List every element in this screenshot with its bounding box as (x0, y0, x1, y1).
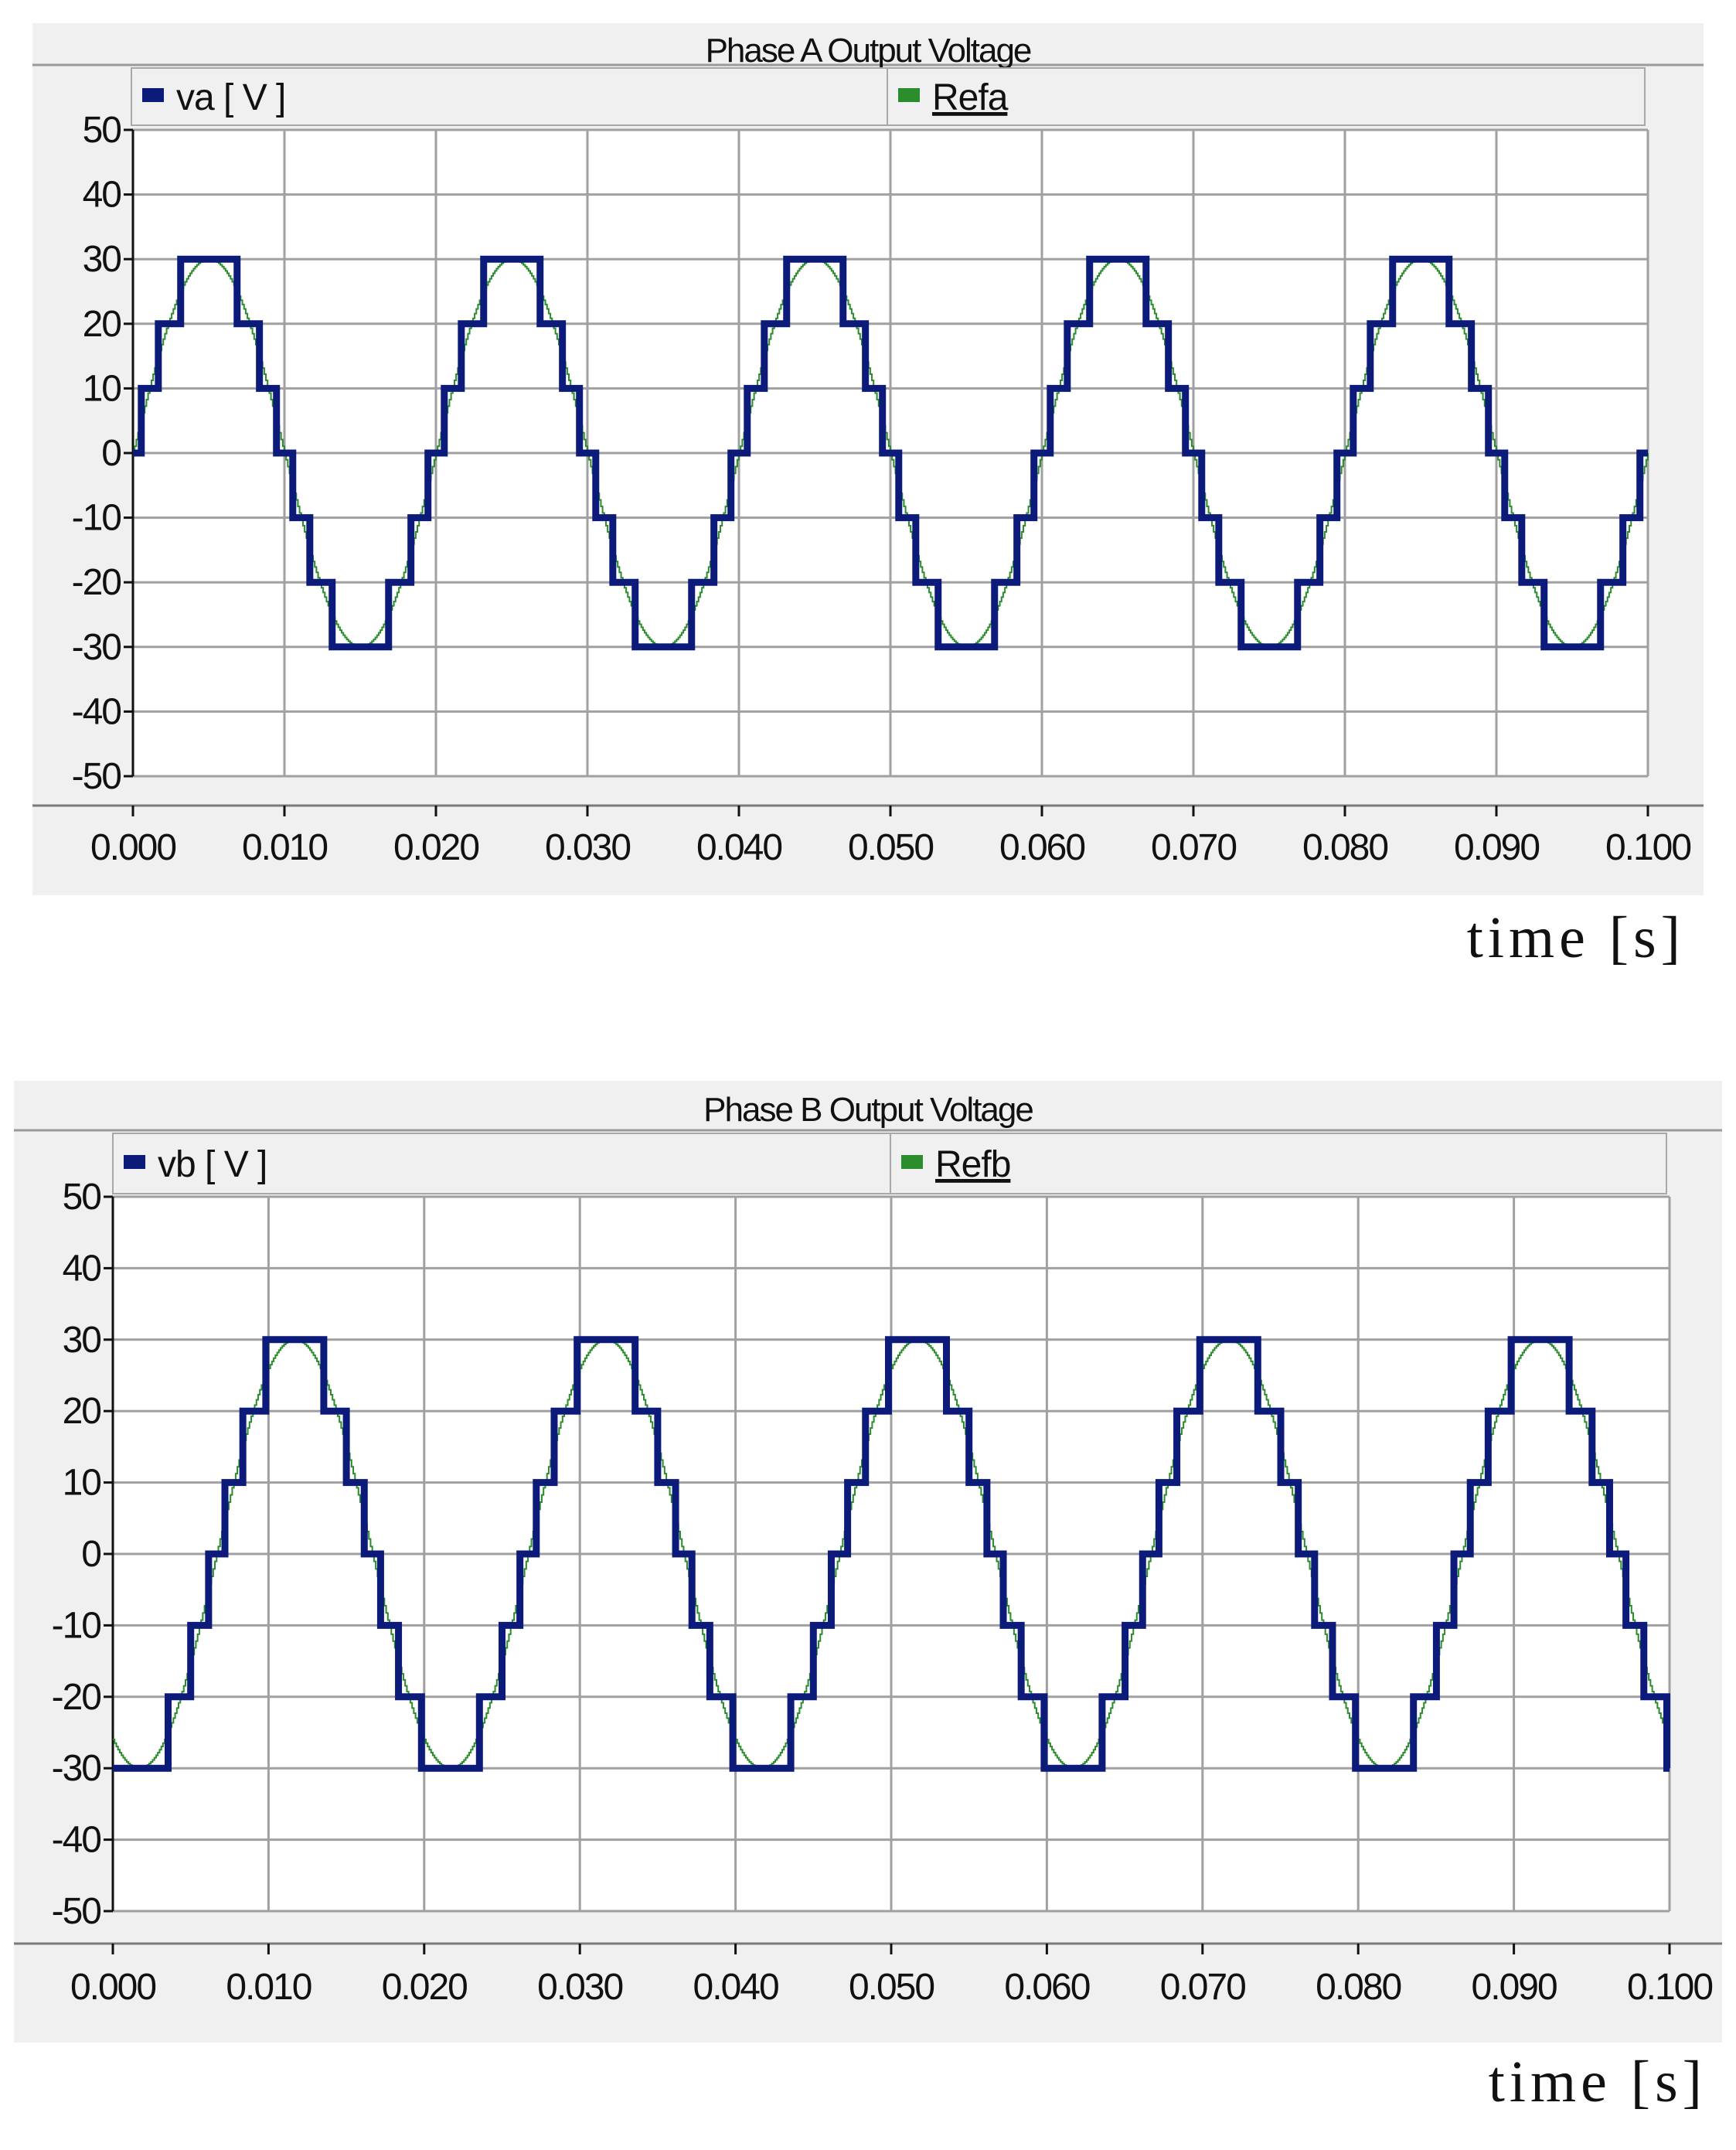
legend-label-ref: Refa (932, 77, 1009, 118)
chart-title: Phase B Output Voltage (703, 1091, 1033, 1129)
y-tick-label: -20 (52, 1677, 101, 1718)
y-tick-label: 40 (63, 1248, 101, 1289)
y-tick-label: 50 (63, 1177, 101, 1218)
x-tick-label: 0.030 (537, 1967, 622, 2008)
x-tick-label: 0.070 (1151, 827, 1236, 868)
y-tick-label: 20 (83, 304, 121, 345)
x-tick-label: 0.060 (999, 827, 1084, 868)
y-tick-label: 10 (63, 1463, 101, 1504)
y-tick-label: 30 (63, 1320, 101, 1361)
x-tick-label: 0.070 (1160, 1967, 1245, 2008)
series-line-output (133, 255, 1648, 651)
y-tick-label: 0 (81, 1534, 100, 1575)
x-tick-label: 0.030 (545, 827, 630, 868)
x-axis-label: time [s] (1489, 2049, 1707, 2114)
y-tick-label: 30 (83, 239, 121, 280)
chart-title: Phase A Output Voltage (706, 32, 1031, 70)
y-tick-label: -10 (52, 1605, 101, 1646)
y-tick-label: -40 (52, 1820, 101, 1861)
chart-phase-a: Phase A Output Voltage va [ V ] Refa 50 40 30… (32, 23, 1704, 970)
y-tick-label: -20 (72, 562, 121, 603)
series-line-output (113, 1336, 1670, 1772)
x-tick-label: 0.010 (226, 1967, 311, 2008)
y-tick-label: 10 (83, 368, 121, 409)
y-tick-label: 40 (83, 175, 121, 216)
legend-swatch-ref (898, 88, 920, 102)
legend-swatch-output (124, 1155, 145, 1169)
x-tick-label: 0.090 (1454, 827, 1539, 868)
y-tick-label: -50 (72, 756, 121, 797)
y-tick-label: -30 (72, 627, 121, 668)
y-tick-label: 20 (63, 1391, 101, 1432)
legend-label-output: vb [ V ] (158, 1144, 267, 1185)
x-tick-label: 0.010 (242, 827, 327, 868)
x-tick-label: 0.040 (696, 827, 781, 868)
x-tick-label: 0.040 (693, 1967, 778, 2008)
y-tick-label: -10 (72, 498, 121, 539)
legend-swatch-ref (901, 1155, 923, 1169)
x-tick-label: 0.000 (70, 1967, 155, 2008)
legend-label-ref: Refb (935, 1144, 1010, 1185)
legend-label-output: va [ V ] (176, 77, 285, 118)
x-tick-label: 0.060 (1004, 1967, 1089, 2008)
x-axis-label: time [s] (1467, 905, 1685, 970)
x-tick-label: 0.020 (382, 1967, 467, 2008)
y-tick-label: -30 (52, 1748, 101, 1789)
x-tick-label: 0.050 (848, 827, 933, 868)
x-tick-label: 0.050 (849, 1967, 934, 2008)
x-tick-label: 0.000 (90, 827, 175, 868)
x-tick-label: 0.080 (1302, 827, 1387, 868)
y-tick-label: 0 (101, 433, 121, 474)
x-tick-label: 0.100 (1605, 827, 1690, 868)
x-tick-label: 0.090 (1472, 1967, 1557, 2008)
y-tick-label: -40 (72, 691, 121, 732)
y-tick-label: -50 (52, 1891, 101, 1932)
chart-phase-b: Phase B Output Voltage vb [ V ] Refb 50 40 30… (14, 1081, 1722, 2114)
x-tick-label: 0.020 (393, 827, 478, 868)
y-tick-label: 50 (83, 110, 121, 151)
legend-swatch-output (142, 88, 164, 102)
x-tick-label: 0.080 (1316, 1967, 1401, 2008)
x-tick-label: 0.100 (1627, 1967, 1712, 2008)
